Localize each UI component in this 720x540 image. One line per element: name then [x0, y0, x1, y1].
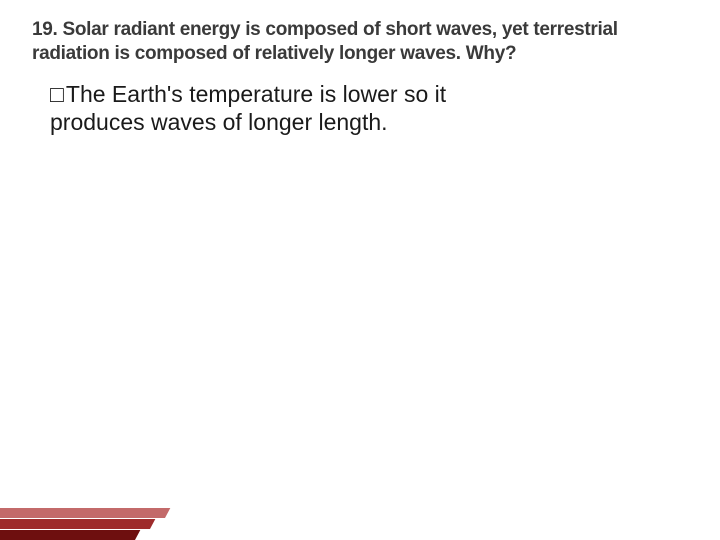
stripe-2 [0, 530, 140, 540]
answer-block: □The Earth's temperature is lower so it … [32, 80, 688, 138]
answer-line1-rest: Earth's temperature is lower so it [106, 81, 447, 107]
answer-line-1: □The Earth's temperature is lower so it [50, 80, 688, 109]
slide: 19. Solar radiant energy is composed of … [0, 0, 720, 540]
stripe-0 [0, 508, 170, 518]
corner-decoration [0, 498, 190, 540]
question-text: 19. Solar radiant energy is composed of … [32, 18, 688, 66]
bullet-square-icon: □ [50, 80, 64, 109]
answer-first-word: The [66, 81, 106, 107]
stripe-1 [0, 519, 155, 529]
answer-line-2: produces waves of longer length. [50, 108, 688, 137]
